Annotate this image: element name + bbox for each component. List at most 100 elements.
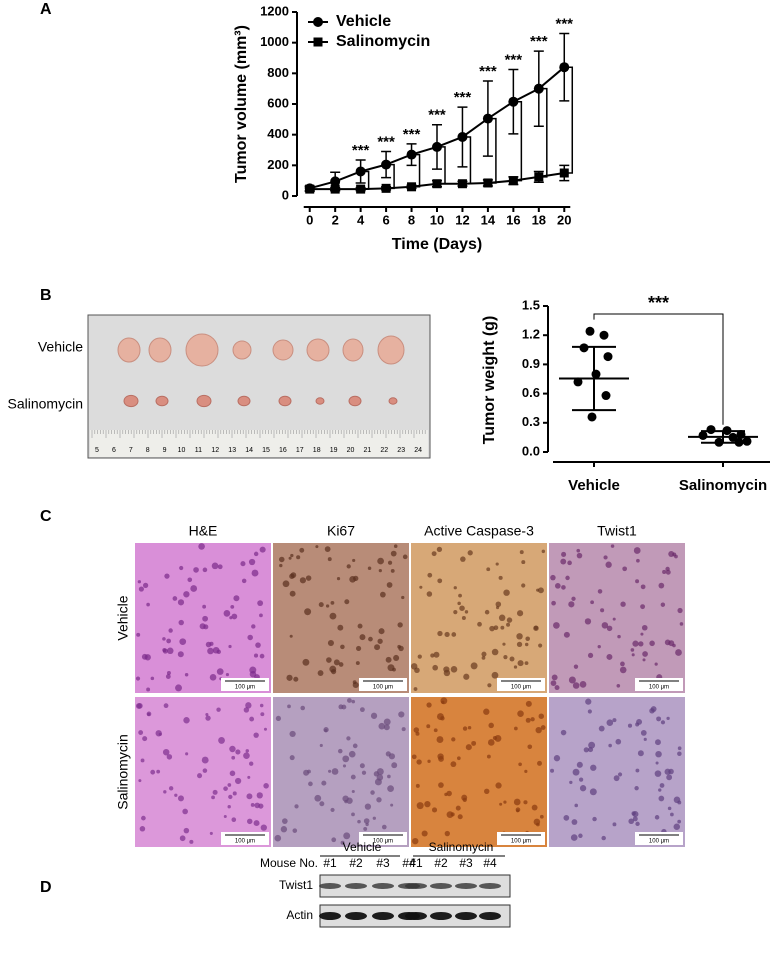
y-tick-label: 200 (267, 157, 289, 172)
cell (321, 780, 327, 786)
cell (587, 709, 592, 714)
cell (563, 631, 570, 638)
cell (184, 673, 189, 677)
cell (376, 768, 384, 776)
cell (620, 601, 626, 607)
cell (487, 739, 495, 746)
cell (436, 713, 444, 721)
significance-bracket (542, 87, 548, 178)
cell (390, 803, 394, 807)
cell (457, 601, 461, 606)
cell (223, 786, 228, 791)
cell (506, 622, 511, 627)
cell (521, 560, 526, 565)
cell (416, 759, 422, 765)
cell (319, 743, 323, 748)
cell (378, 628, 385, 635)
cell (166, 754, 173, 760)
cell (175, 684, 183, 692)
cell (331, 837, 337, 843)
band-label: Actin (286, 908, 313, 922)
tumor (348, 395, 362, 407)
y-tick-label: 600 (267, 95, 289, 110)
cell (589, 788, 597, 796)
cell (292, 828, 298, 833)
cell (279, 563, 283, 568)
marker (432, 141, 442, 152)
cell (230, 604, 235, 609)
band (455, 912, 477, 920)
cell (446, 811, 454, 819)
cell (432, 664, 439, 671)
cell (502, 642, 506, 646)
cell (253, 551, 259, 557)
cell (658, 582, 665, 589)
cell (163, 790, 167, 794)
point (706, 425, 716, 435)
cell (417, 654, 422, 659)
scale-bar-label: 100 μm (649, 685, 669, 691)
tumor (342, 338, 364, 362)
cell (592, 816, 597, 822)
cell (378, 722, 386, 730)
cell (550, 680, 557, 686)
cell (185, 752, 189, 756)
cell (655, 739, 661, 746)
cell (229, 745, 236, 753)
cell (205, 715, 211, 721)
significance-label: *** (648, 293, 669, 313)
cell (636, 558, 640, 563)
cell (216, 707, 221, 712)
cell (305, 575, 312, 581)
cell (484, 788, 490, 794)
cell (260, 712, 265, 717)
cell (251, 624, 256, 629)
cell (245, 749, 249, 753)
cell (259, 546, 266, 553)
cell (223, 815, 227, 819)
marker (559, 62, 570, 73)
cell (135, 676, 141, 681)
cell (209, 641, 214, 646)
point (601, 391, 611, 401)
cell (401, 595, 405, 600)
cell (228, 644, 232, 649)
cell (524, 769, 528, 773)
cell (455, 805, 461, 811)
cell (146, 711, 152, 717)
significance-bracket (517, 100, 523, 182)
annotation: *** (403, 126, 421, 143)
cell (677, 746, 682, 751)
cell (487, 683, 492, 688)
cell (198, 543, 205, 550)
band (455, 883, 477, 889)
marker (508, 96, 519, 107)
cell (483, 708, 490, 715)
cell (137, 580, 142, 584)
cell (374, 644, 381, 651)
cell (398, 711, 405, 718)
cell (299, 547, 305, 553)
cell (493, 625, 499, 631)
y-tick-label: 1.5 (522, 297, 540, 312)
cell (419, 585, 423, 589)
cell (336, 577, 341, 581)
cell (568, 601, 575, 608)
cell (338, 704, 344, 710)
x-tick-label: Salinomycin (679, 477, 767, 494)
cell (228, 794, 233, 800)
cell (275, 715, 282, 722)
cell (324, 546, 331, 552)
ruler-label: 11 (195, 447, 202, 454)
cell (346, 797, 353, 804)
cell (202, 604, 207, 609)
cell (525, 636, 530, 642)
cell (525, 717, 531, 723)
cell (426, 724, 431, 729)
cell (241, 578, 247, 584)
cell (516, 633, 523, 640)
cell (654, 770, 662, 777)
cell (539, 814, 544, 819)
scale-bar-label: 100 μm (235, 685, 255, 691)
band (430, 912, 452, 920)
